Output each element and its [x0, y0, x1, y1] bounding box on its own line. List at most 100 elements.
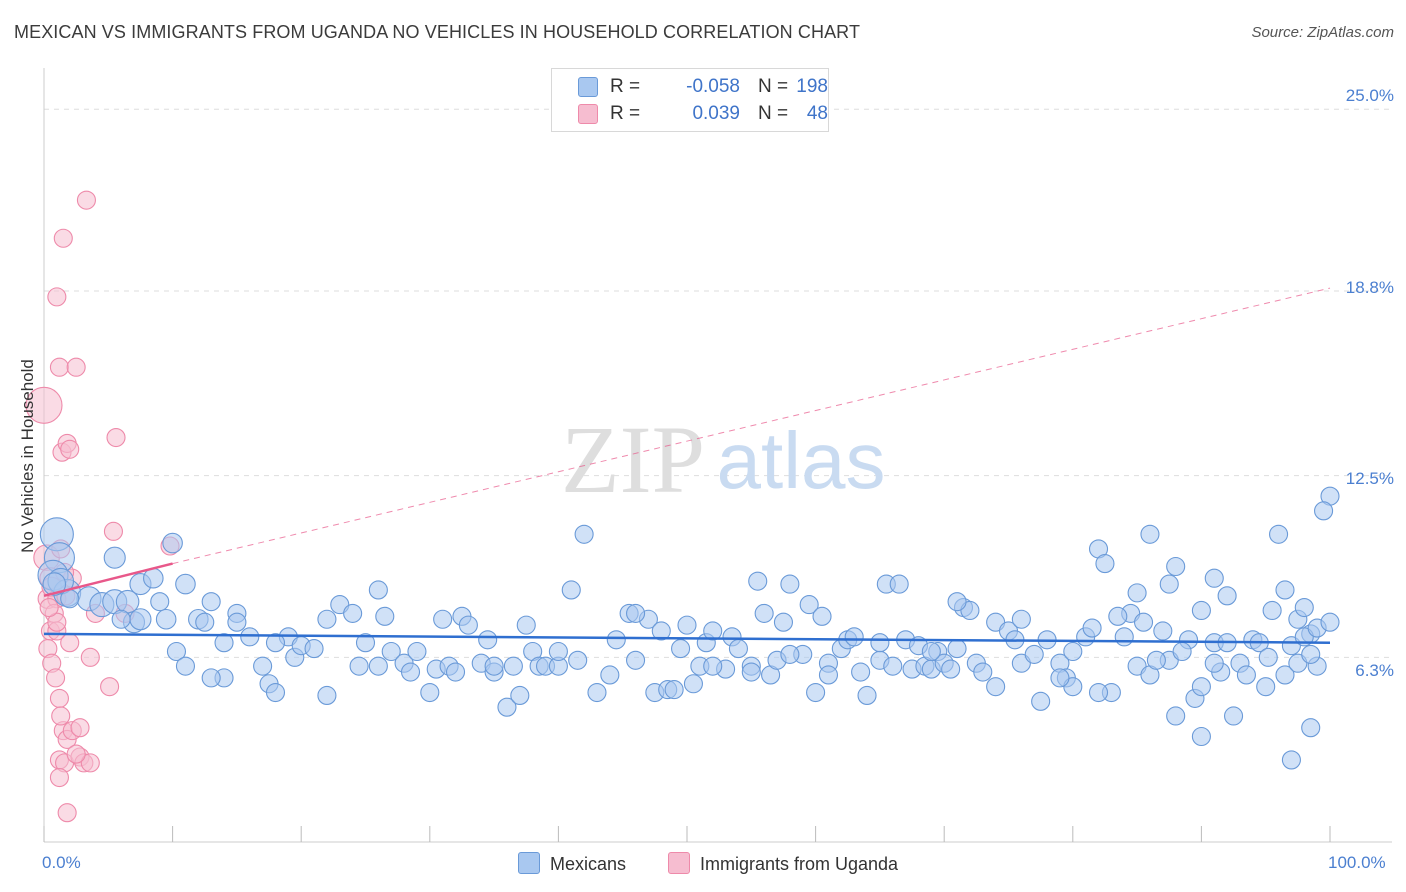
mexican-point: [921, 641, 941, 662]
mexican-point: [227, 612, 247, 632]
legend-swatch-blue: [518, 852, 540, 874]
mexican-point: [1088, 682, 1109, 703]
mexican-point: [175, 656, 196, 676]
mexican-point: [844, 627, 864, 647]
mexican-point: [973, 662, 993, 682]
mexican-point: [568, 650, 588, 670]
mexican-point: [851, 662, 871, 682]
mexican-point: [741, 662, 761, 682]
mexican-point: [986, 677, 1006, 697]
mexican-point: [1258, 647, 1278, 667]
mexican-point: [355, 633, 376, 653]
legend-label: Immigrants from Uganda: [700, 854, 899, 874]
mexican-point: [175, 573, 196, 595]
mexican-point: [1204, 568, 1224, 588]
uganda-point: [49, 767, 69, 788]
mexican-point: [626, 603, 646, 623]
source-label: Source: ZipAtlas.com: [1251, 24, 1394, 41]
mexican-point: [1082, 618, 1102, 638]
uganda-point: [47, 612, 67, 632]
uganda-point: [57, 803, 77, 823]
mexican-point: [1050, 668, 1070, 688]
legend-n-value: 198: [796, 76, 828, 97]
mexican-point: [420, 682, 440, 703]
y-tick-label: 12.5%: [1345, 469, 1394, 488]
mexican-point: [748, 571, 768, 591]
mexican-point: [381, 641, 401, 662]
mexican-point: [1236, 665, 1256, 685]
uganda-point: [47, 287, 67, 307]
legend-r-value: -0.058: [686, 76, 740, 97]
uganda-point: [53, 228, 73, 248]
mexican-point: [626, 650, 646, 670]
watermark: ZIP atlas: [561, 406, 885, 513]
legend-r-label: R =: [610, 76, 641, 97]
mexican-point: [1127, 583, 1147, 603]
mexican-point: [1114, 627, 1134, 647]
mexican-point: [317, 609, 337, 629]
uganda-trend-line: [43, 562, 173, 598]
mexican-point: [516, 615, 536, 635]
mexican-point: [1024, 644, 1044, 664]
uganda-point: [49, 357, 69, 377]
y-tick-label: 18.8%: [1345, 278, 1394, 297]
mexican-point: [407, 641, 427, 662]
mexican-point: [1281, 750, 1301, 770]
uganda-point: [46, 668, 66, 688]
mexican-point: [857, 685, 877, 706]
mexican-point: [1172, 641, 1192, 662]
legend-n-value: 48: [806, 103, 828, 124]
mexican-point: [806, 682, 826, 703]
mexican-point: [677, 615, 697, 635]
mexican-point: [349, 656, 369, 676]
x-tick-label: 100.0%: [1328, 853, 1386, 872]
mexican-point: [503, 656, 523, 676]
mexican-point: [683, 674, 703, 694]
mexican-point: [561, 580, 581, 600]
uganda-point: [66, 357, 86, 377]
uganda-point: [103, 521, 123, 541]
mexican-point: [651, 621, 671, 641]
mexican-point: [265, 633, 286, 653]
uganda-point: [100, 677, 120, 697]
legend-item-uganda: Immigrants from Uganda: [668, 852, 898, 875]
legend-n-label: N =: [758, 76, 789, 97]
mexican-point: [42, 572, 67, 596]
mexican-point: [400, 662, 421, 682]
mexican-point: [1275, 665, 1295, 685]
mexican-point: [60, 589, 80, 609]
legend-swatch-pink: [578, 104, 598, 124]
legend-n-label: N =: [758, 103, 789, 124]
mexican-point: [1166, 556, 1186, 577]
watermark-zip: ZIP: [561, 406, 705, 513]
x-tick-label: 0.0%: [42, 853, 81, 872]
legend-item-mexicans: Mexicans: [518, 852, 626, 875]
mexican-point: [671, 639, 691, 659]
legend-r-value: 0.039: [692, 103, 740, 124]
mexican-point: [265, 682, 286, 703]
uganda-point: [51, 706, 71, 726]
uganda-point: [70, 718, 90, 738]
mexican-point: [1191, 726, 1211, 747]
mexican-point: [870, 633, 890, 653]
watermark-atlas: atlas: [717, 416, 886, 505]
mexican-point: [1063, 641, 1083, 662]
mexican-point: [1153, 621, 1173, 641]
legend-r-label: R =: [610, 103, 641, 124]
mexican-point: [1294, 597, 1314, 618]
mexican-point: [253, 656, 273, 676]
mexican-point: [754, 603, 774, 623]
mexican-point: [587, 682, 607, 703]
mexican-point: [1204, 653, 1224, 673]
stats-legend: R = -0.058 N = 198 R = 0.039 N = 48: [551, 68, 829, 132]
uganda-point: [76, 190, 96, 210]
mexican-point: [343, 603, 363, 623]
uganda-point: [66, 744, 86, 764]
mexicans-trend-line: [43, 632, 1331, 644]
mexican-point: [458, 615, 478, 635]
mexican-point: [1031, 691, 1051, 711]
mexican-point: [240, 627, 260, 647]
mexican-point: [304, 639, 324, 659]
mexican-point: [150, 592, 170, 612]
mexican-point: [478, 630, 498, 650]
